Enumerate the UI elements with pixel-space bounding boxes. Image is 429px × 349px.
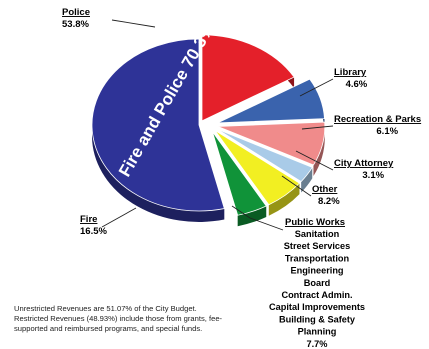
slice-recreation-parks xyxy=(214,130,301,206)
leader-public-works xyxy=(231,205,284,231)
value-public-works: 7.7% xyxy=(307,339,328,349)
footnote: Unrestricted Revenues are 51.07% of the … xyxy=(14,304,304,334)
leader-other xyxy=(281,175,312,197)
leader-lines xyxy=(101,19,334,231)
slice-side-library xyxy=(237,205,267,227)
value-fire: 16.5% xyxy=(80,226,107,237)
label-police: Police xyxy=(62,7,90,18)
public-works-item: Board xyxy=(304,278,331,288)
public-works-item: Contract Admin. xyxy=(281,290,352,300)
footnote-line: Unrestricted Revenues are 51.07% of the … xyxy=(14,304,197,313)
label-city-attorney: City Attorney xyxy=(334,158,394,169)
leader-fire xyxy=(101,207,137,228)
footnote-line: Restricted Revenues (48.93%) include tho… xyxy=(14,314,223,323)
label-recreation-parks: Recreation & Parks xyxy=(334,114,421,125)
public-works-item: Building & Safety xyxy=(279,314,356,324)
slice-fire xyxy=(201,34,295,122)
footnote-line: supported and reimbursed programs, and s… xyxy=(14,324,203,333)
leader-library xyxy=(299,78,334,97)
public-works-item: Capital Improvements xyxy=(269,302,365,312)
public-works-item: Street Services xyxy=(284,241,350,251)
value-other: 8.2% xyxy=(318,196,340,207)
value-library: 4.6% xyxy=(346,79,368,90)
label-public-works: Public Works xyxy=(285,217,345,228)
label-other: Other xyxy=(312,184,338,195)
slice-other xyxy=(217,121,326,166)
slice-city-attorney xyxy=(216,128,313,183)
public-works-item: Transportation xyxy=(285,253,350,263)
leader-city-attorney xyxy=(295,150,334,171)
slice-library xyxy=(211,131,267,216)
label-library: Library xyxy=(334,67,367,78)
slice-side-recreation-parks xyxy=(268,183,300,216)
leader-police xyxy=(111,19,156,28)
value-recreation-parks: 6.1% xyxy=(376,126,398,137)
slice-police xyxy=(91,38,225,212)
public-works-item: Planning xyxy=(298,327,337,337)
slice-side-city-attorney xyxy=(301,167,313,193)
leader-recreation-parks xyxy=(301,125,334,130)
public-works-item: Engineering xyxy=(290,266,343,276)
label-fire: Fire xyxy=(80,214,97,225)
slice-public-works xyxy=(217,78,325,124)
slice-side-other xyxy=(313,122,325,177)
value-city-attorney: 3.1% xyxy=(362,170,384,181)
public-works-item: Sanitation xyxy=(295,229,340,239)
value-police: 53.8% xyxy=(62,19,89,30)
pie-slices xyxy=(91,34,326,216)
